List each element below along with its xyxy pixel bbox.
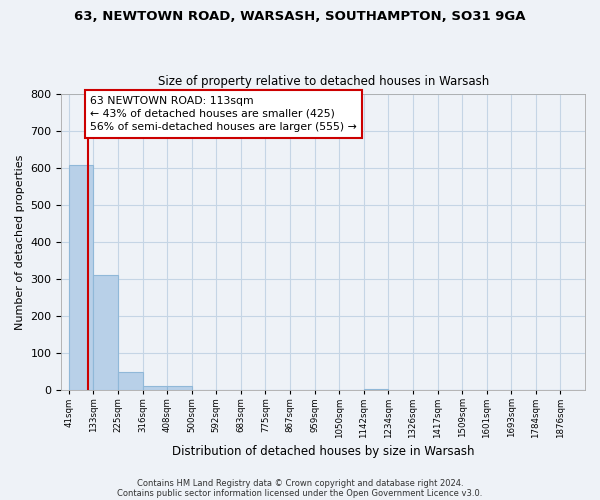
Bar [69, 166, 94, 390]
Text: Contains public sector information licensed under the Open Government Licence v3: Contains public sector information licen… [118, 488, 482, 498]
Bar [143, 386, 167, 390]
Y-axis label: Number of detached properties: Number of detached properties [15, 154, 25, 330]
Bar [118, 372, 143, 390]
Text: 63 NEWTOWN ROAD: 113sqm
← 43% of detached houses are smaller (425)
56% of semi-d: 63 NEWTOWN ROAD: 113sqm ← 43% of detache… [90, 96, 357, 132]
Bar [167, 386, 191, 390]
Text: Contains HM Land Registry data © Crown copyright and database right 2024.: Contains HM Land Registry data © Crown c… [137, 478, 463, 488]
Bar [364, 389, 388, 390]
Text: 63, NEWTOWN ROAD, WARSASH, SOUTHAMPTON, SO31 9GA: 63, NEWTOWN ROAD, WARSASH, SOUTHAMPTON, … [74, 10, 526, 23]
Title: Size of property relative to detached houses in Warsash: Size of property relative to detached ho… [158, 76, 489, 88]
Bar [94, 275, 118, 390]
X-axis label: Distribution of detached houses by size in Warsash: Distribution of detached houses by size … [172, 444, 475, 458]
